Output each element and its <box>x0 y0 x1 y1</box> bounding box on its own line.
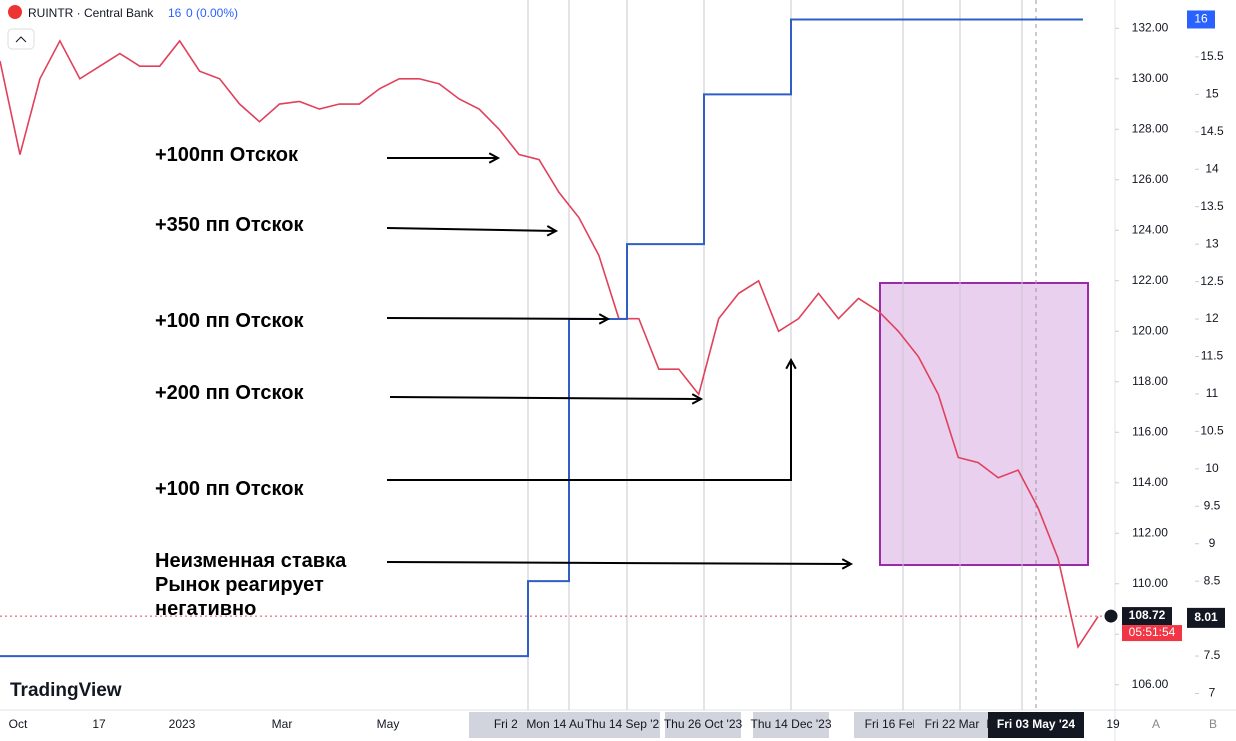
annotation-line: +100 пп Отскок <box>155 310 304 332</box>
price-tag-label: 108.72 <box>1129 608 1166 622</box>
collapse-button[interactable] <box>7 28 35 50</box>
y2-tick-label: 11 <box>1206 386 1219 400</box>
rate-tag-label: 8.01 <box>1194 610 1218 624</box>
y-tick-label: 112.00 <box>1132 525 1168 539</box>
y2-tick-label: 13.5 <box>1200 199 1224 213</box>
arrow-head <box>488 152 501 164</box>
y-tick-label: 116.00 <box>1132 424 1168 438</box>
y2-tick-label: 10 <box>1205 461 1219 475</box>
y2-tick-label: 11.5 <box>1201 349 1224 363</box>
y-tick-label: 132.00 <box>1132 20 1169 34</box>
arrow <box>386 561 852 565</box>
logo: TradingView <box>10 680 122 701</box>
annotation: +350 пп Отскок <box>155 214 304 236</box>
y2-tick-label: 12.5 <box>1200 274 1224 288</box>
x-label-bg <box>988 712 1084 738</box>
top-rate-tag <box>1187 10 1215 29</box>
annotation-line: Неизменная ставка <box>155 550 347 572</box>
x-tick-label: 19 <box>1106 717 1120 731</box>
scale-button[interactable]: B <box>1209 717 1217 731</box>
y-tick-label: 126.00 <box>1132 172 1169 186</box>
annotation: Неизменная ставка Рынок реагирует негативн… <box>155 550 347 620</box>
collapse-icon <box>15 36 27 43</box>
symbol: RUINTR · Central Bank <box>28 6 154 20</box>
y2-tick-label: 14.5 <box>1200 124 1224 138</box>
x-label-bg <box>914 712 990 738</box>
annotation-line: Рынок реагирует <box>155 574 324 596</box>
arrow <box>386 227 557 232</box>
y2-tick-label: 14 <box>1205 161 1219 175</box>
y2-tick-label: 10.5 <box>1200 424 1224 438</box>
x-label-bg <box>665 712 741 738</box>
annotation: +200 пп Отскок <box>155 382 304 404</box>
x-tick-label: Oct <box>9 717 28 731</box>
rate-step-line <box>0 18 1083 658</box>
x-tick-label: Thu 14 Sep '2 <box>585 717 660 731</box>
arrow <box>389 396 702 400</box>
x-tick-label: Mon 14 Au <box>526 717 583 731</box>
y2-tick-label: 7 <box>1209 686 1216 700</box>
x-tick-label: Fri 22 Mar <box>925 717 980 731</box>
rate-tag <box>1187 607 1225 628</box>
x-tick-label: Mar <box>272 717 293 731</box>
y-tick-label: 110.00 <box>1132 576 1168 590</box>
annotation: +100 пп Отскок <box>155 310 304 332</box>
header-change: 0 (0.00%) <box>186 6 238 20</box>
y2-tick-label: 13 <box>1205 236 1219 250</box>
y2-tick-label: 7.5 <box>1204 648 1221 662</box>
arrow-head <box>841 558 854 570</box>
y-tick-label: 122.00 <box>1132 273 1169 287</box>
y-tick-label: 106.00 <box>1132 677 1169 691</box>
price-line <box>0 39 1099 649</box>
y-tick-label: 114.00 <box>1132 475 1168 489</box>
x-tick-label: Fri 03 May '24 <box>997 717 1076 731</box>
annotation-line: +200 пп Отскок <box>155 382 304 404</box>
arrow-head <box>691 393 704 405</box>
y2-tick-label: 15.5 <box>1200 49 1224 63</box>
x-tick-label: Fri 16 Feb <box>865 717 920 731</box>
y2-tick-label: 9.5 <box>1204 498 1221 512</box>
y-tick-label: 120.00 <box>1132 323 1169 337</box>
countdown: 05:51:54 <box>1129 625 1176 639</box>
x-tick-label: 2023 <box>169 717 196 731</box>
y2-tick-label: 8.5 <box>1204 573 1221 587</box>
x-label-bg <box>753 712 829 738</box>
x-tick-label: Thu 14 Dec '23 <box>750 717 831 731</box>
arrow-head <box>598 313 611 325</box>
x-tick-label: May <box>377 717 400 731</box>
x-label-bg <box>517 712 593 738</box>
y-tick-label: 124.00 <box>1132 222 1169 236</box>
annotation: +100 пп Отскок <box>155 478 304 500</box>
y2-tick-label: 9 <box>1209 536 1216 550</box>
flag <box>8 5 22 19</box>
x-tick-label: Thu 26 Oct '23 <box>664 717 743 731</box>
plus-button[interactable] <box>1103 608 1119 624</box>
y-tick-label: 130.00 <box>1132 71 1169 85</box>
annotation-line: +100пп Отскок <box>155 144 299 166</box>
annotation-line: +350 пп Отскок <box>155 214 304 236</box>
arrow <box>387 360 792 481</box>
y2-tick-label: 12 <box>1205 311 1219 325</box>
highlight-box <box>879 282 1089 566</box>
annotation: +100пп Отскок <box>155 144 299 166</box>
annotation-line: +100 пп Отскок <box>155 478 304 500</box>
countdown-tag <box>1122 625 1182 642</box>
arrow-head <box>546 225 559 237</box>
x-tick-label: 17 <box>92 717 106 731</box>
x-label-bg <box>584 712 660 738</box>
y-tick-label: 128.00 <box>1132 121 1169 135</box>
header-value: 16 <box>168 6 182 20</box>
y2-tick-label: 15 <box>1205 87 1219 101</box>
annotation-line: негативно <box>155 598 256 620</box>
top-rate-label: 16 <box>1194 12 1208 26</box>
scale-button[interactable]: A <box>1152 717 1160 731</box>
arrow-head <box>785 357 797 370</box>
x-tick-label: Fri 2' <box>494 717 520 731</box>
y-tick-label: 118.00 <box>1132 374 1168 388</box>
price-tag <box>1122 607 1172 626</box>
arrow <box>386 317 609 320</box>
